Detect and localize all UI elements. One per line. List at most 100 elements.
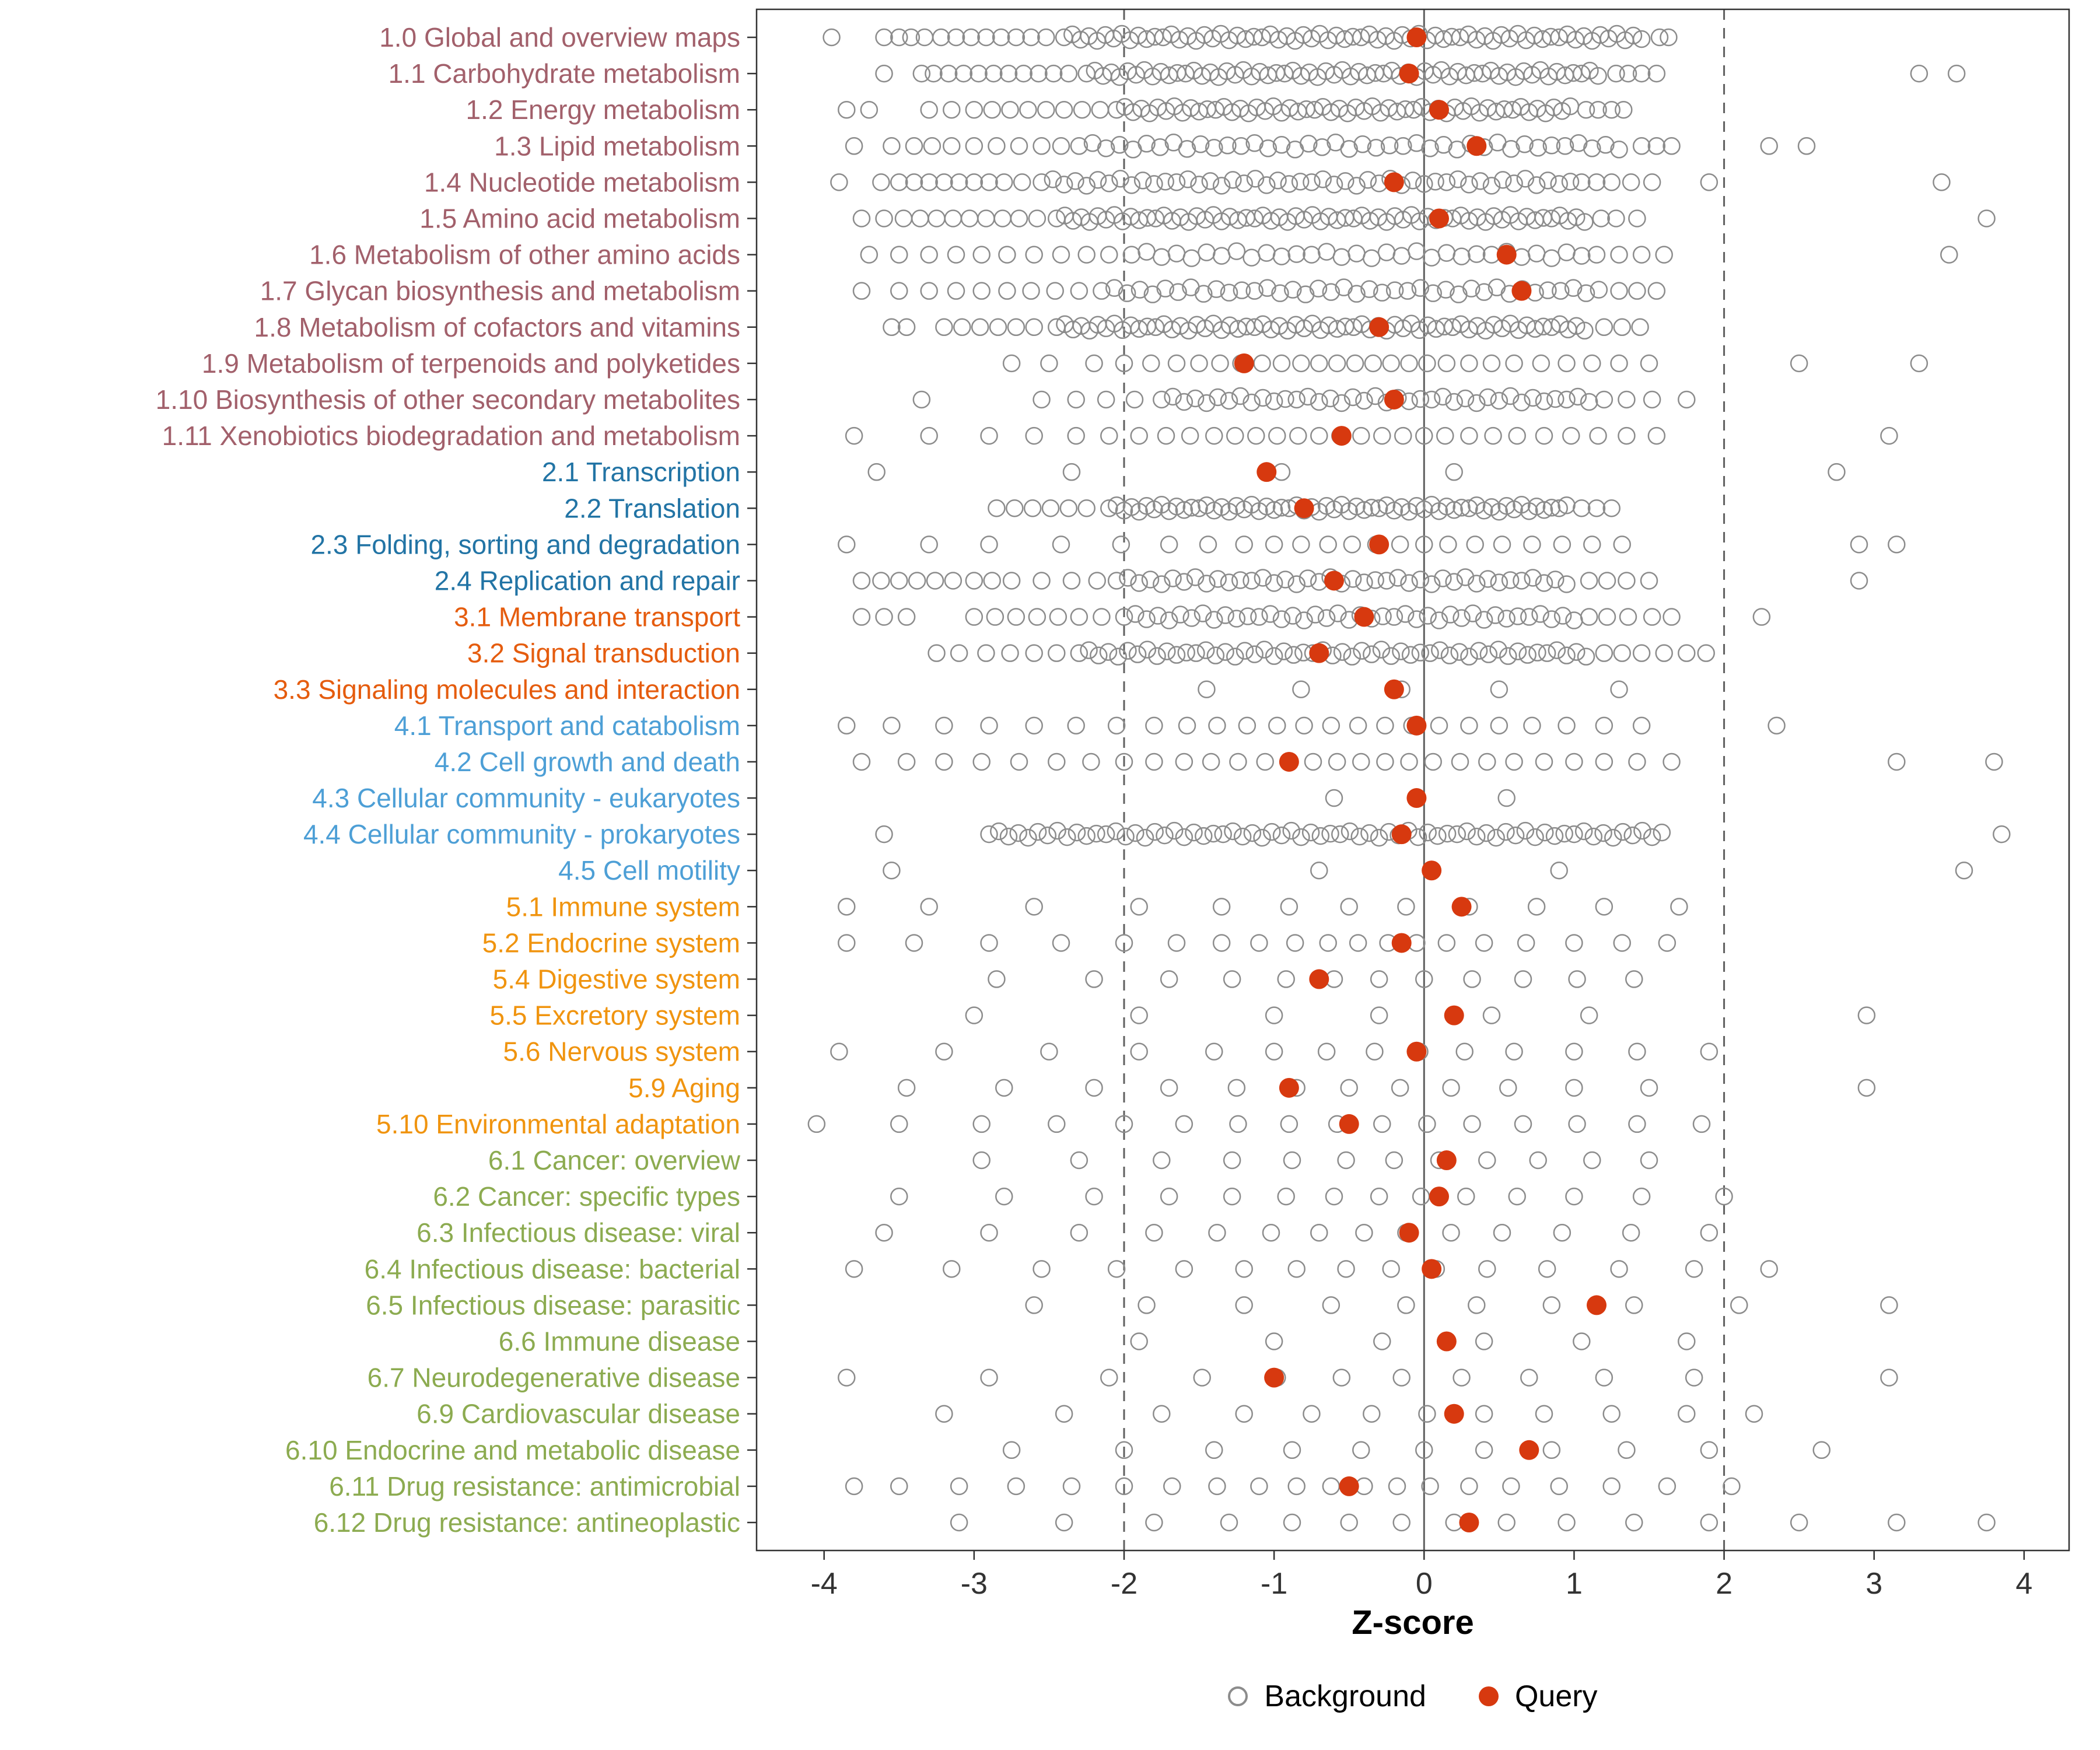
y-tick-label: 6.10 Endocrine and metabolic disease bbox=[285, 1435, 740, 1465]
background-point bbox=[1198, 575, 1216, 593]
background-point bbox=[1229, 752, 1247, 771]
background-point bbox=[1100, 246, 1118, 264]
query-point bbox=[1422, 860, 1442, 881]
background-point bbox=[1322, 1296, 1340, 1314]
query-point bbox=[1459, 1513, 1479, 1532]
background-point bbox=[1437, 281, 1455, 299]
background-point bbox=[1329, 604, 1347, 622]
background-point bbox=[1527, 898, 1546, 916]
background-point bbox=[1158, 642, 1176, 660]
background-point bbox=[972, 1115, 991, 1133]
background-point bbox=[1263, 822, 1281, 841]
background-point bbox=[1122, 246, 1141, 264]
background-point bbox=[1468, 394, 1486, 412]
legend-label-background: Background bbox=[1264, 1679, 1426, 1713]
background-point bbox=[1538, 1260, 1556, 1278]
background-point bbox=[1130, 574, 1148, 592]
legend-item-query: Query bbox=[1478, 1679, 1598, 1714]
background-point bbox=[1628, 1115, 1646, 1133]
background-point bbox=[1456, 568, 1475, 586]
background-point bbox=[980, 716, 998, 735]
background-point bbox=[923, 137, 942, 155]
background-point bbox=[1119, 569, 1137, 587]
background-point bbox=[1573, 1332, 1591, 1350]
y-tick-label: 1.3 Lipid metabolism bbox=[494, 131, 740, 161]
background-point bbox=[1007, 608, 1026, 626]
background-point bbox=[1415, 1441, 1433, 1460]
legend: Background Query bbox=[757, 1679, 2069, 1714]
background-point bbox=[1025, 246, 1043, 264]
background-point bbox=[1978, 1513, 1996, 1532]
background-point bbox=[1223, 1187, 1241, 1206]
background-point bbox=[972, 282, 991, 300]
background-point bbox=[950, 1513, 968, 1532]
background-point bbox=[1247, 426, 1265, 445]
background-point bbox=[1376, 716, 1394, 735]
background-point bbox=[1130, 426, 1148, 445]
background-point bbox=[1505, 1042, 1523, 1060]
background-point bbox=[1314, 170, 1332, 188]
background-point bbox=[1353, 642, 1371, 660]
background-point bbox=[920, 536, 938, 554]
background-point bbox=[1445, 463, 1463, 481]
background-point bbox=[845, 137, 863, 155]
x-tick-label: -3 bbox=[961, 1567, 988, 1601]
background-point bbox=[1577, 284, 1595, 302]
background-point bbox=[1303, 246, 1321, 264]
background-point bbox=[965, 100, 984, 119]
background-point bbox=[1457, 1187, 1475, 1206]
background-point bbox=[1019, 828, 1037, 847]
background-point bbox=[1445, 501, 1463, 519]
y-tick-label: 1.10 Biosynthesis of other secondary met… bbox=[156, 384, 740, 415]
background-point bbox=[980, 1368, 998, 1387]
background-point bbox=[905, 934, 923, 952]
background-point bbox=[1149, 607, 1167, 625]
background-point bbox=[1128, 645, 1147, 663]
background-point bbox=[1179, 170, 1197, 188]
background-point bbox=[912, 390, 931, 409]
background-point bbox=[932, 28, 950, 47]
background-point bbox=[1235, 1405, 1253, 1423]
background-point bbox=[1340, 140, 1358, 158]
background-point bbox=[1475, 1405, 1493, 1423]
background-point bbox=[1517, 934, 1535, 952]
background-point bbox=[1138, 243, 1156, 261]
y-tick-label: 6.7 Neurodegenerative disease bbox=[368, 1363, 740, 1393]
background-point bbox=[1392, 642, 1410, 660]
query-point bbox=[1354, 607, 1374, 627]
background-point bbox=[1565, 611, 1583, 629]
background-point bbox=[935, 173, 953, 191]
background-point bbox=[1177, 643, 1195, 662]
background-point bbox=[1211, 354, 1229, 373]
background-point bbox=[1019, 100, 1037, 119]
background-point bbox=[1242, 249, 1261, 267]
background-point bbox=[1589, 100, 1607, 119]
background-point bbox=[1524, 569, 1542, 587]
background-point bbox=[1628, 282, 1646, 300]
background-point bbox=[1497, 789, 1516, 807]
background-point bbox=[1880, 426, 1898, 445]
background-point bbox=[1287, 1260, 1306, 1278]
background-point bbox=[1479, 388, 1497, 407]
background-point bbox=[1224, 171, 1242, 189]
background-point bbox=[1301, 823, 1320, 842]
background-point bbox=[1182, 609, 1200, 627]
background-point bbox=[1424, 284, 1442, 302]
background-point bbox=[1002, 1441, 1021, 1460]
y-tick-label: 5.2 Endocrine system bbox=[482, 928, 740, 958]
background-point bbox=[1145, 752, 1163, 771]
background-point bbox=[1452, 247, 1471, 265]
background-point bbox=[1085, 354, 1103, 373]
background-point bbox=[954, 64, 973, 83]
background-point bbox=[999, 64, 1018, 83]
background-point bbox=[1419, 607, 1437, 625]
background-point bbox=[1340, 822, 1359, 841]
background-point bbox=[1723, 1477, 1741, 1496]
background-point bbox=[1490, 573, 1508, 592]
background-point bbox=[1471, 172, 1489, 190]
background-point bbox=[875, 209, 893, 228]
query-point bbox=[1451, 897, 1472, 917]
background-point bbox=[1528, 643, 1546, 662]
background-point bbox=[920, 173, 938, 191]
background-point bbox=[1580, 608, 1598, 626]
